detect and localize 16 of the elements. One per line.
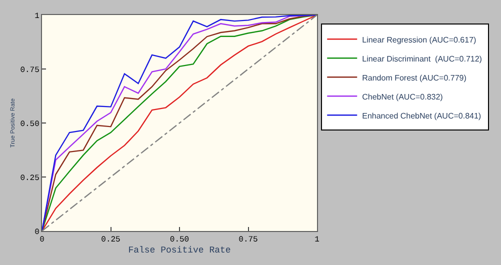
line-series xyxy=(42,15,317,231)
legend-label: Enhanced ChebNet (AUC=0.841) xyxy=(362,111,482,120)
y-tick-label: 0.75 xyxy=(20,66,40,75)
legend-label: Linear Regression (AUC=0.617) xyxy=(362,35,477,44)
legend-label: Random Forest (AUC=0.779) xyxy=(362,73,467,82)
x-tick-label: 0.50 xyxy=(170,236,190,245)
x-tick-label: 0.25 xyxy=(101,236,121,245)
y-tick-label: 0.50 xyxy=(20,120,40,129)
x-tick-label: 1 xyxy=(314,236,320,245)
y-tick-label: 0 xyxy=(34,228,40,237)
y-tick-label: 1 xyxy=(34,12,40,21)
x-tick-label: 0.75 xyxy=(238,236,258,245)
legend-label: Linear Discriminant (AUC=0.712) xyxy=(362,54,482,64)
x-axis-title: False Positive Rate xyxy=(128,245,231,256)
y-tick-label: 0.25 xyxy=(20,174,40,183)
legend-label: ChebNet (AUC=0.832) xyxy=(362,92,444,102)
